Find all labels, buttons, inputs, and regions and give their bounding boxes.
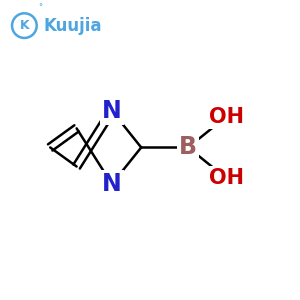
Text: Kuujia: Kuujia bbox=[43, 16, 102, 34]
Text: N: N bbox=[102, 99, 122, 123]
Text: OH: OH bbox=[209, 168, 244, 188]
Text: N: N bbox=[102, 172, 122, 196]
Text: °: ° bbox=[38, 3, 42, 12]
Text: OH: OH bbox=[209, 106, 244, 127]
Text: K: K bbox=[20, 19, 29, 32]
Text: B: B bbox=[179, 135, 197, 159]
